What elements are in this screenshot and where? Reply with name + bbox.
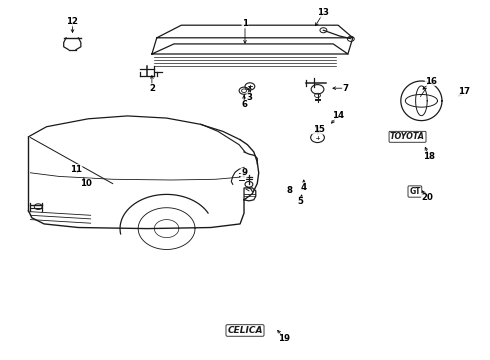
Text: GT: GT [409, 187, 420, 196]
Text: 2: 2 [149, 84, 155, 93]
Text: 3: 3 [247, 93, 253, 102]
Text: 5: 5 [297, 197, 303, 206]
Text: 19: 19 [278, 334, 290, 343]
Text: 12: 12 [67, 17, 78, 26]
Text: 16: 16 [425, 77, 437, 85]
Text: 7: 7 [343, 84, 348, 93]
Text: 8: 8 [286, 186, 292, 195]
Text: 1: 1 [242, 19, 248, 28]
Text: 13: 13 [318, 8, 329, 17]
Text: 17: 17 [459, 87, 470, 96]
Text: 20: 20 [421, 194, 433, 202]
Text: 9: 9 [241, 168, 247, 177]
Text: 14: 14 [332, 111, 344, 120]
Text: 15: 15 [313, 125, 324, 134]
Text: 10: 10 [80, 179, 92, 188]
Text: 18: 18 [423, 152, 435, 161]
Text: CELICA: CELICA [227, 326, 263, 335]
Text: 11: 11 [70, 165, 82, 174]
Text: 4: 4 [301, 183, 307, 192]
Text: TOYOTA: TOYOTA [390, 132, 425, 141]
Text: 6: 6 [241, 100, 247, 109]
